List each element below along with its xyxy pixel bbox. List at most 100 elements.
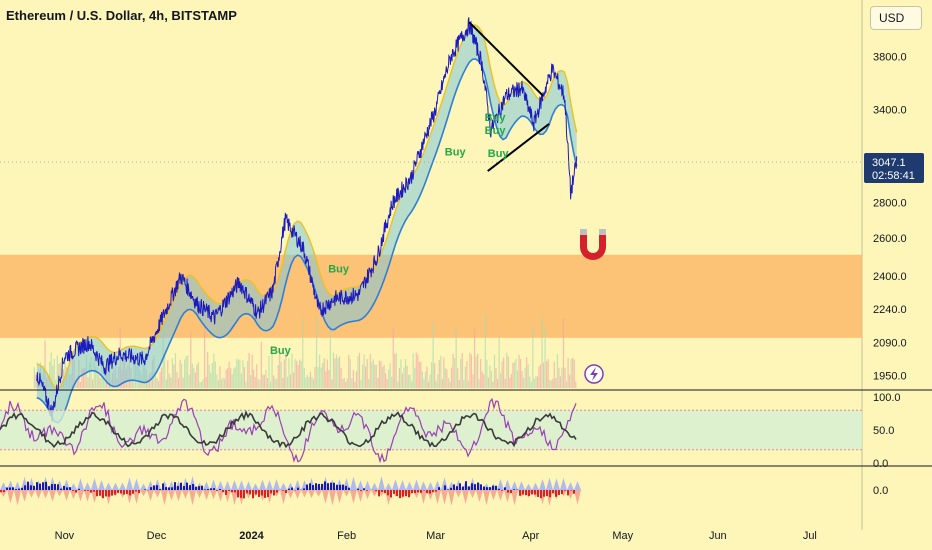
volume-bar xyxy=(342,379,344,388)
momentum-histogram-bar xyxy=(414,490,416,494)
momentum-histogram-bar xyxy=(132,490,134,494)
momentum-histogram-bar xyxy=(105,490,107,497)
momentum-bear-wave xyxy=(203,490,210,501)
momentum-histogram-bar xyxy=(225,490,227,495)
volume-bar xyxy=(220,379,223,388)
trendline-lower[interactable] xyxy=(487,123,550,172)
momentum-histogram-bar xyxy=(114,490,116,495)
volume-bar xyxy=(154,375,157,388)
volume-bar xyxy=(291,353,293,388)
momentum-histogram-bar xyxy=(501,490,503,491)
volume-bar xyxy=(361,364,364,388)
volume-bar xyxy=(99,377,101,388)
momentum-histogram-bar xyxy=(204,489,206,490)
currency-selector[interactable]: USD xyxy=(870,6,922,30)
volume-bar xyxy=(388,369,390,388)
volume-bar xyxy=(306,374,308,388)
momentum-histogram-bar xyxy=(129,490,131,496)
volume-bar xyxy=(469,352,471,388)
momentum-histogram-bar xyxy=(447,489,449,490)
momentum-histogram-bar xyxy=(570,490,572,491)
volume-bar xyxy=(157,381,160,388)
momentum-histogram-bar xyxy=(495,485,497,490)
momentum-histogram-bar xyxy=(135,490,137,492)
momentum-histogram-bar xyxy=(144,489,146,490)
momentum-histogram-bar xyxy=(42,482,44,490)
volume-bar xyxy=(156,378,158,388)
momentum-histogram-bar xyxy=(408,490,410,498)
volume-bar xyxy=(251,354,253,388)
volume-bar xyxy=(500,373,502,388)
volume-bar xyxy=(268,355,270,388)
volume-bar xyxy=(524,367,526,388)
momentum-bull-wave xyxy=(518,481,525,490)
momentum-histogram-bar xyxy=(306,484,308,490)
volume-bar xyxy=(573,359,575,388)
trend-cloud-lower xyxy=(36,58,578,424)
volume-bar xyxy=(64,353,66,388)
momentum-bull-wave xyxy=(154,478,161,490)
momentum-histogram-bar xyxy=(15,489,17,490)
volume-bar xyxy=(167,360,169,388)
volume-bar xyxy=(219,366,221,388)
momentum-histogram-bar xyxy=(318,483,320,490)
volume-bar xyxy=(457,368,459,388)
buy-signal-label: Buy xyxy=(485,125,507,137)
volume-bar xyxy=(561,367,563,388)
momentum-histogram-bar xyxy=(156,485,158,490)
volume-bar xyxy=(515,358,517,388)
volume-bar xyxy=(98,375,100,388)
volume-bar xyxy=(280,362,282,388)
volume-bar xyxy=(417,354,419,388)
momentum-histogram-bar xyxy=(99,490,101,496)
time-tick-label: Jun xyxy=(709,530,727,542)
volume-bar xyxy=(414,367,416,388)
momentum-histogram-bar xyxy=(30,485,32,490)
volume-bar xyxy=(239,359,241,388)
momentum-histogram-bar xyxy=(558,490,560,496)
volume-bar xyxy=(187,355,189,388)
magnet-icon xyxy=(580,235,606,260)
momentum-histogram-bar xyxy=(84,490,86,491)
volume-bar xyxy=(349,359,351,388)
volume-bar xyxy=(570,358,572,388)
momentum-histogram-bar xyxy=(552,490,554,494)
volume-bar xyxy=(317,366,319,388)
volume-bar xyxy=(492,381,494,388)
volume-bar xyxy=(203,321,206,388)
volume-bar xyxy=(533,378,535,388)
momentum-histogram-bar xyxy=(342,484,344,490)
momentum-bear-wave xyxy=(511,490,518,506)
price-axis[interactable] xyxy=(862,0,932,550)
volume-bar xyxy=(191,363,193,388)
momentum-histogram-bar xyxy=(189,485,191,490)
volume-bar xyxy=(248,353,250,388)
momentum-bear-wave xyxy=(21,490,28,502)
volume-bar xyxy=(254,376,256,388)
momentum-histogram-bar xyxy=(387,490,389,496)
momentum-histogram-bar xyxy=(468,486,470,490)
volume-bar xyxy=(384,373,387,388)
volume-bar xyxy=(87,377,89,388)
current-price-value: 3047.1 xyxy=(872,157,906,169)
momentum-histogram-bar xyxy=(51,484,53,490)
volume-bar xyxy=(392,327,394,388)
volume-bar xyxy=(506,352,508,388)
volume-bar xyxy=(389,363,391,388)
time-tick-label: 2024 xyxy=(239,530,264,542)
trendline-upper[interactable] xyxy=(468,21,544,97)
volume-bar xyxy=(184,359,186,388)
volume-bar xyxy=(131,380,134,388)
momentum-histogram-bar xyxy=(159,488,161,490)
momentum-bear-wave xyxy=(301,490,308,498)
volume-bar xyxy=(194,372,196,388)
momentum-histogram-bar xyxy=(399,490,401,499)
volume-bar xyxy=(432,322,434,388)
momentum-histogram-bar xyxy=(522,490,524,495)
volume-bar xyxy=(504,378,506,388)
volume-bar xyxy=(49,361,51,388)
volume-bar xyxy=(460,358,462,388)
volume-bar xyxy=(225,369,227,388)
time-tick-label: Jul xyxy=(803,530,817,542)
